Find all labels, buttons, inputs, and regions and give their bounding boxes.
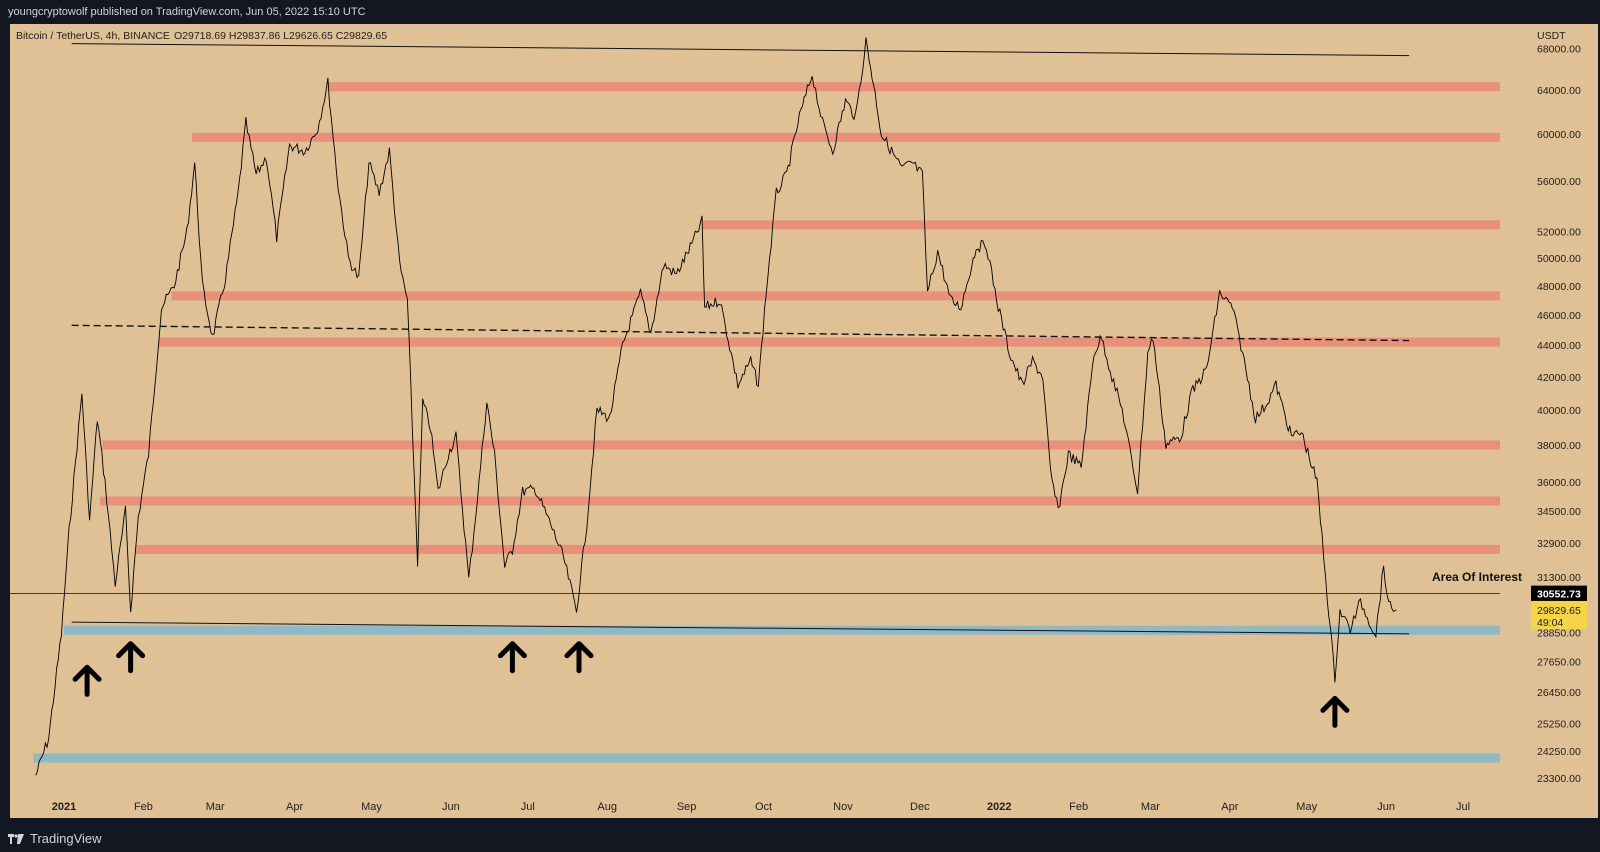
y-tick-label: 24250.00 xyxy=(1537,746,1581,758)
y-tick-label: 46000.00 xyxy=(1537,310,1581,322)
y-tick-label: 64000.00 xyxy=(1537,85,1581,97)
up-arrow-icon xyxy=(564,641,594,674)
x-axis: 2021 Feb Mar Apr May Jun Jul Aug Sep Oct Nov Dec 202… xyxy=(52,801,1470,813)
x-tick-label: May xyxy=(1296,801,1317,813)
resistance-zone xyxy=(702,220,1500,230)
plot-background xyxy=(10,24,1530,818)
y-tick-label: 42000.00 xyxy=(1537,372,1581,384)
resistance-zone xyxy=(171,291,1501,301)
y-tick-label: 25250.00 xyxy=(1537,718,1581,730)
y-tick-label: 38000.00 xyxy=(1537,440,1581,452)
x-tick-label: Nov xyxy=(833,801,853,813)
up-arrow-icon xyxy=(497,641,527,674)
area-of-interest-label: Area Of Interest xyxy=(1432,570,1522,584)
x-tick-label: Jun xyxy=(1377,801,1395,813)
ohlc-values: O29718.69 H29837.86 L29626.65 C29829.65 xyxy=(174,30,387,42)
up-arrow-head xyxy=(1320,695,1350,713)
support-zone xyxy=(64,625,1500,635)
y-tick-label: 32900.00 xyxy=(1537,538,1581,550)
up-arrow-icon xyxy=(72,664,102,697)
support-zone xyxy=(33,753,1501,763)
x-tick-label: 2021 xyxy=(52,801,76,813)
x-tick-label: Feb xyxy=(134,801,153,813)
trendline xyxy=(71,621,1410,635)
y-tick-label: 40000.00 xyxy=(1537,405,1581,417)
y-axis: 68000.00 64000.00 60000.00 56000.00 52000.00… xyxy=(1537,44,1581,786)
y-tick-label: 31300.00 xyxy=(1537,572,1581,584)
y-tick-label: 52000.00 xyxy=(1537,226,1581,238)
y-tick-label: 68000.00 xyxy=(1537,44,1581,56)
x-tick-label: 2022 xyxy=(987,801,1011,813)
crosshair-price-value: 30552.73 xyxy=(1537,589,1581,601)
y-tick-label: 56000.00 xyxy=(1537,176,1581,188)
up-arrow-icon xyxy=(116,641,146,674)
x-tick-label: Jun xyxy=(442,801,460,813)
x-tick-label: Jul xyxy=(1456,801,1470,813)
candle-countdown: 49:04 xyxy=(1537,617,1563,629)
y-tick-label: 60000.00 xyxy=(1537,129,1581,141)
up-arrow-head xyxy=(564,641,594,659)
x-tick-label: Feb xyxy=(1069,801,1088,813)
x-tick-label: Apr xyxy=(1221,801,1238,813)
resistance-zone xyxy=(99,496,1500,506)
trendline xyxy=(71,43,1410,57)
zones-layer xyxy=(33,82,1501,763)
price-axis-background xyxy=(1530,24,1598,818)
y-tick-label: 34500.00 xyxy=(1537,506,1581,518)
tradingview-logo-icon xyxy=(8,833,24,844)
price-chart[interactable]: 68000.00 64000.00 60000.00 56000.00 52000.00… xyxy=(0,23,1600,820)
x-tick-label: Oct xyxy=(755,801,772,813)
y-tick-label: 50000.00 xyxy=(1537,253,1581,265)
up-arrow-head xyxy=(497,641,527,659)
x-tick-label: Apr xyxy=(286,801,303,813)
x-tick-label: Dec xyxy=(910,801,930,813)
current-price-value: 29829.65 xyxy=(1537,605,1581,617)
footer-brand-label: TradingView xyxy=(30,831,102,846)
trendlines-layer xyxy=(10,43,1500,635)
current-price-tag xyxy=(1531,600,1587,629)
crosshair-price-tag xyxy=(1531,585,1587,602)
x-tick-label: Sep xyxy=(677,801,697,813)
price-series-line xyxy=(35,37,1397,776)
y-tick-label: 26450.00 xyxy=(1537,687,1581,699)
y-tick-label: 23300.00 xyxy=(1537,773,1581,785)
resistance-zone xyxy=(327,82,1500,92)
resistance-zone xyxy=(102,440,1500,450)
publisher-line: youngcryptowolf published on TradingView… xyxy=(8,6,366,18)
currency-label: USDT xyxy=(1537,30,1566,42)
series-layer xyxy=(35,37,1397,776)
y-tick-label: 28850.00 xyxy=(1537,628,1581,640)
resistance-zone xyxy=(158,337,1500,347)
up-arrow-head xyxy=(72,664,102,682)
y-tick-label: 44000.00 xyxy=(1537,340,1581,352)
resistance-zone xyxy=(192,132,1501,142)
x-tick-label: Jul xyxy=(521,801,535,813)
y-tick-label: 48000.00 xyxy=(1537,281,1581,293)
up-arrow-icon xyxy=(1320,695,1350,728)
y-tick-label: 36000.00 xyxy=(1537,477,1581,489)
up-arrow-head xyxy=(116,641,146,659)
dashed-trendline xyxy=(71,324,1410,342)
x-tick-label: Mar xyxy=(206,801,225,813)
arrows-layer xyxy=(72,641,1350,728)
footer-brand[interactable]: TradingView xyxy=(8,831,102,846)
symbol-label: Bitcoin / TetherUS, 4h, BINANCE xyxy=(16,30,170,42)
y-tick-label: 27650.00 xyxy=(1537,657,1581,669)
x-tick-label: Mar xyxy=(1141,801,1160,813)
chart-frame: 68000.00 64000.00 60000.00 56000.00 52000.00… xyxy=(0,23,1600,820)
resistance-zone xyxy=(135,544,1500,554)
x-tick-label: Aug xyxy=(597,801,617,813)
x-tick-label: May xyxy=(361,801,382,813)
